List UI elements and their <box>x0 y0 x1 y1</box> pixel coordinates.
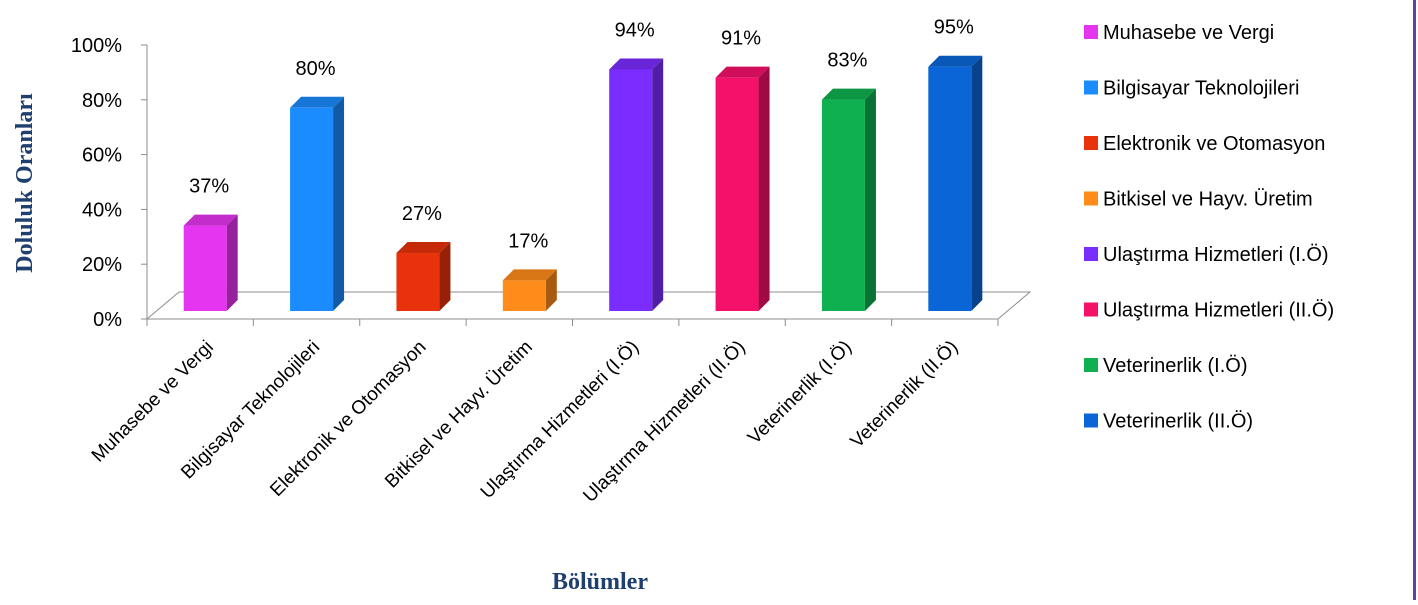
legend-swatch <box>1084 413 1098 428</box>
bar-side <box>652 58 664 311</box>
bar-top <box>715 66 770 78</box>
bar-top <box>609 58 664 70</box>
legend-item: Ulaştırma Hizmetleri (I.Ö) <box>1084 244 1329 266</box>
legend-swatch <box>1084 25 1098 39</box>
legend-item: Muhasebe ve Vergi <box>1084 22 1274 44</box>
bar-side <box>439 242 451 311</box>
bar-side <box>758 66 770 311</box>
legend-label: Veterinerlik (I.Ö) <box>1103 355 1247 377</box>
data-label: 95% <box>934 17 974 39</box>
legend-label: Ulaştırma Hizmetleri (II.Ö) <box>1103 300 1334 322</box>
legend-item: Bilgisayar Teknolojileri <box>1084 78 1299 100</box>
y-tick-label: 0% <box>93 309 122 331</box>
y-axis-title: Doluluk Oranları <box>12 93 38 273</box>
bar <box>502 269 557 311</box>
legend-label: Muhasebe ve Vergi <box>1103 22 1274 44</box>
data-label: 37% <box>189 176 229 198</box>
data-labels: 37% 80% 27% 17% 94% 91% 83% 95% <box>189 17 974 253</box>
data-label: 94% <box>615 19 655 41</box>
data-label: 17% <box>508 230 548 252</box>
legend-item: Elektronik ve Otomasyon <box>1084 133 1325 155</box>
legend-swatch <box>1084 358 1098 372</box>
bar <box>928 55 983 312</box>
legend: Muhasebe ve Vergi Bilgisayar Teknolojiler… <box>1084 22 1334 433</box>
legend-item: Veterinerlik (I.Ö) <box>1084 355 1247 377</box>
bar-side <box>864 88 876 311</box>
chart-floor <box>145 291 1032 320</box>
legend-swatch <box>1084 136 1098 150</box>
legend-item: Bitkisel ve Hayv. Üretim <box>1084 189 1313 211</box>
bar-side <box>333 96 345 311</box>
legend-swatch <box>1084 80 1098 95</box>
x-tick-label: Veterinerlik (II.Ö) <box>847 337 963 453</box>
bar <box>715 66 770 311</box>
legend-swatch <box>1084 302 1098 317</box>
data-label: 83% <box>827 50 867 72</box>
bars <box>183 55 983 312</box>
legend-label: Bilgisayar Teknolojileri <box>1103 78 1299 100</box>
y-tick-label: 60% <box>82 145 122 167</box>
legend-item: Ulaştırma Hizmetleri (II.Ö) <box>1084 300 1334 322</box>
bar-front <box>502 280 546 311</box>
legend-label: Bitkisel ve Hayv. Üretim <box>1103 189 1313 211</box>
bar-front <box>928 66 972 311</box>
bar-front <box>290 107 334 311</box>
bar-top <box>290 96 345 108</box>
bar <box>183 214 238 311</box>
legend-label: Elektronik ve Otomasyon <box>1103 133 1325 155</box>
legend-label: Veterinerlik (II.Ö) <box>1103 411 1253 433</box>
y-tick-labels: 0% 20% 40% 60% 80% 100% <box>71 35 122 331</box>
legend-swatch <box>1084 191 1098 206</box>
data-label: 27% <box>402 203 442 225</box>
bar-top <box>502 269 557 281</box>
axes <box>141 44 1032 326</box>
data-label: 80% <box>296 58 336 80</box>
bar-front <box>821 99 865 311</box>
y-tick-label: 80% <box>82 90 122 112</box>
bar <box>290 96 345 311</box>
legend-swatch <box>1084 247 1098 261</box>
bar-top <box>396 242 451 254</box>
frame-border <box>1413 0 1416 600</box>
y-tick-label: 40% <box>82 199 122 221</box>
bar-front <box>715 77 759 311</box>
legend-label: Ulaştırma Hizmetleri (I.Ö) <box>1103 244 1329 266</box>
bar-top <box>821 88 876 100</box>
bar-front <box>609 69 653 311</box>
bar-side <box>226 214 238 311</box>
y-tick-label: 20% <box>82 254 122 276</box>
y-tick-label: 100% <box>71 35 122 57</box>
bar <box>609 58 664 311</box>
bar <box>821 88 876 311</box>
legend-item: Veterinerlik (II.Ö) <box>1084 411 1253 433</box>
bar <box>396 242 451 311</box>
bar-front <box>183 225 227 311</box>
bar-top <box>928 55 983 67</box>
bar-top <box>183 214 238 226</box>
data-label: 91% <box>721 28 761 50</box>
bar-front <box>396 253 440 311</box>
x-tick-label: Veterinerlik (I.Ö) <box>744 337 856 449</box>
bar-side <box>971 55 983 312</box>
x-axis-title: Bölümler <box>552 569 648 595</box>
bar-side <box>545 269 557 311</box>
